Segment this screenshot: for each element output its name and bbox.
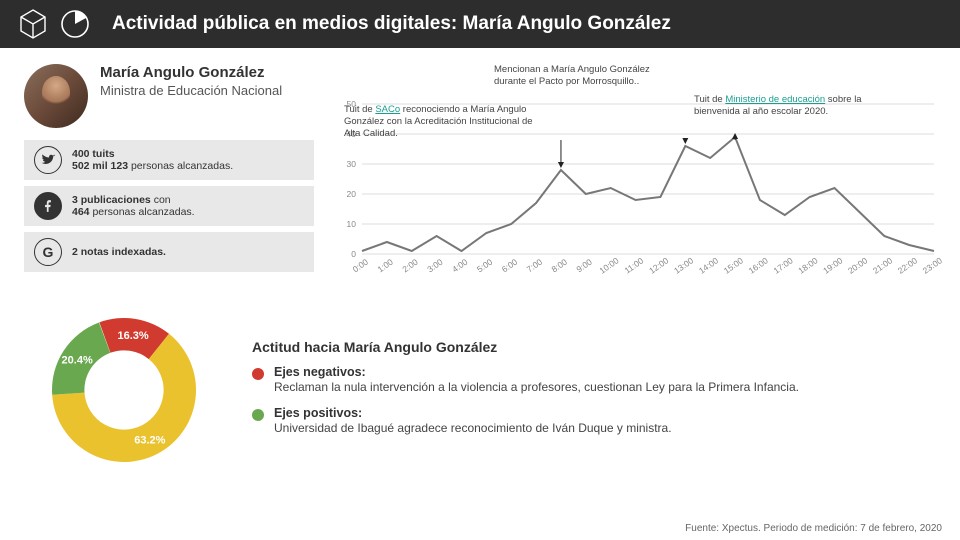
cube-icon: [16, 7, 50, 41]
annotation-link[interactable]: SACo: [375, 104, 400, 115]
svg-text:7:00: 7:00: [525, 257, 545, 275]
stat-twitter: 400 tuits 502 mil 123 personas alcanzada…: [24, 140, 314, 180]
svg-text:20: 20: [347, 189, 357, 199]
stat-facebook: 3 publicaciones con 464 personas alcanza…: [24, 186, 314, 226]
attitude-item-text: Reclaman la nula intervención a la viole…: [274, 379, 799, 395]
svg-text:23:00: 23:00: [921, 255, 944, 276]
svg-text:20:00: 20:00: [846, 255, 869, 276]
avatar: [24, 64, 88, 128]
attitude-item-label: Ejes positivos:: [274, 406, 672, 420]
stat-google: G 2 notas indexadas.: [24, 232, 314, 272]
svg-text:15:00: 15:00: [722, 255, 745, 276]
stat-twitter-text: 400 tuits 502 mil 123 personas alcanzada…: [72, 148, 233, 172]
header-icons: [16, 7, 92, 41]
svg-text:8:00: 8:00: [550, 257, 570, 275]
attitude-title: Actitud hacia María Angulo González: [252, 339, 944, 355]
svg-text:19:00: 19:00: [821, 255, 844, 276]
chart-annotation: Tuit de SACo reconociendo a María Angulo…: [344, 104, 534, 140]
stats-list: 400 tuits 502 mil 123 personas alcanzada…: [24, 140, 314, 272]
svg-text:21:00: 21:00: [871, 255, 894, 276]
svg-text:1:00: 1:00: [376, 257, 396, 275]
profile-title: Ministra de Educación Nacional: [100, 83, 282, 99]
line-chart: 010203040500:001:002:003:004:005:006:007…: [334, 64, 944, 289]
profile-name: María Angulo González: [100, 64, 282, 81]
attitude-item-label: Ejes negativos:: [274, 365, 799, 379]
chart-annotation: Mencionan a María Angulo González durant…: [494, 64, 684, 88]
svg-text:9:00: 9:00: [574, 257, 594, 275]
svg-text:6:00: 6:00: [500, 257, 520, 275]
svg-text:10:00: 10:00: [597, 255, 620, 276]
twitter-icon: [34, 146, 62, 174]
stat-facebook-text: 3 publicaciones con 464 personas alcanza…: [72, 194, 195, 218]
attitude-item-text: Universidad de Ibagué agradece reconocim…: [274, 420, 672, 436]
donut-label: 16.3%: [117, 330, 148, 342]
svg-text:5:00: 5:00: [475, 257, 495, 275]
donut-svg: 16.3% 63.2% 20.4%: [24, 305, 224, 475]
svg-text:14:00: 14:00: [697, 255, 720, 276]
stat-google-text: 2 notas indexadas.: [72, 246, 166, 258]
attitude-block: Actitud hacia María Angulo González Ejes…: [252, 339, 944, 445]
profile-block: María Angulo González Ministra de Educac…: [24, 64, 314, 128]
svg-text:0: 0: [351, 249, 356, 259]
svg-text:30: 30: [347, 159, 357, 169]
svg-text:22:00: 22:00: [896, 255, 919, 276]
svg-text:18:00: 18:00: [796, 255, 819, 276]
attitude-item: Ejes negativos:Reclaman la nula interven…: [252, 365, 944, 395]
donut-label: 20.4%: [62, 355, 93, 367]
svg-text:16:00: 16:00: [747, 255, 770, 276]
svg-text:4:00: 4:00: [450, 257, 470, 275]
annotation-link[interactable]: Ministerio de educación: [725, 94, 825, 105]
facebook-icon: [34, 192, 62, 220]
pie-icon: [58, 7, 92, 41]
legend-dot: [252, 409, 264, 421]
left-column: María Angulo González Ministra de Educac…: [24, 64, 314, 289]
svg-text:0:00: 0:00: [351, 257, 371, 275]
donut-label: 63.2%: [134, 434, 165, 446]
page-title: Actividad pública en medios digitales: M…: [112, 13, 671, 35]
svg-text:10: 10: [347, 219, 357, 229]
svg-text:17:00: 17:00: [771, 255, 794, 276]
svg-text:13:00: 13:00: [672, 255, 695, 276]
google-icon: G: [34, 238, 62, 266]
legend-dot: [252, 368, 264, 380]
svg-text:11:00: 11:00: [623, 255, 646, 275]
footer-source: Fuente: Xpectus. Periodo de medición: 7 …: [685, 523, 942, 534]
svg-text:12:00: 12:00: [647, 255, 670, 276]
svg-text:2:00: 2:00: [400, 257, 420, 275]
chart-annotation: Tuit de Ministerio de educación sobre la…: [694, 94, 884, 118]
attitude-item: Ejes positivos:Universidad de Ibagué agr…: [252, 406, 944, 436]
header-bar: Actividad pública en medios digitales: M…: [0, 0, 960, 48]
svg-text:3:00: 3:00: [425, 257, 445, 275]
donut-chart: 16.3% 63.2% 20.4%: [24, 305, 224, 480]
